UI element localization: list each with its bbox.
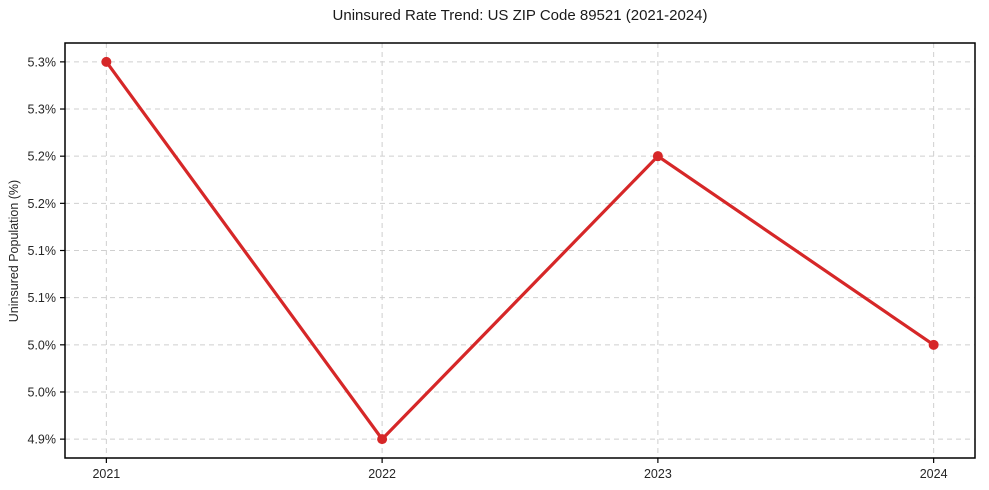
x-tick-label: 2021	[92, 467, 120, 481]
data-point-marker	[101, 56, 112, 67]
chart-title: Uninsured Rate Trend: US ZIP Code 89521 …	[332, 7, 708, 24]
y-tick-label: 5.1%	[28, 291, 57, 305]
x-tick-label: 2022	[368, 467, 396, 481]
y-tick-label: 5.0%	[28, 385, 57, 399]
y-tick-label: 5.3%	[28, 103, 57, 117]
plot-border	[64, 42, 976, 459]
y-tick-label: 5.1%	[28, 244, 57, 258]
y-tick-label: 5.0%	[28, 338, 57, 352]
data-point-marker	[928, 339, 939, 350]
x-tick-label: 2023	[644, 467, 672, 481]
y-tick-label: 5.3%	[28, 55, 57, 69]
y-tick-label: 5.2%	[28, 197, 57, 211]
y-tick-label: 5.2%	[28, 150, 57, 164]
x-tick-label: 2024	[920, 467, 948, 481]
y-tick-label: 4.9%	[28, 433, 57, 447]
data-point-marker	[377, 434, 388, 445]
trend-line	[104, 60, 936, 441]
data-point-marker	[652, 151, 663, 162]
